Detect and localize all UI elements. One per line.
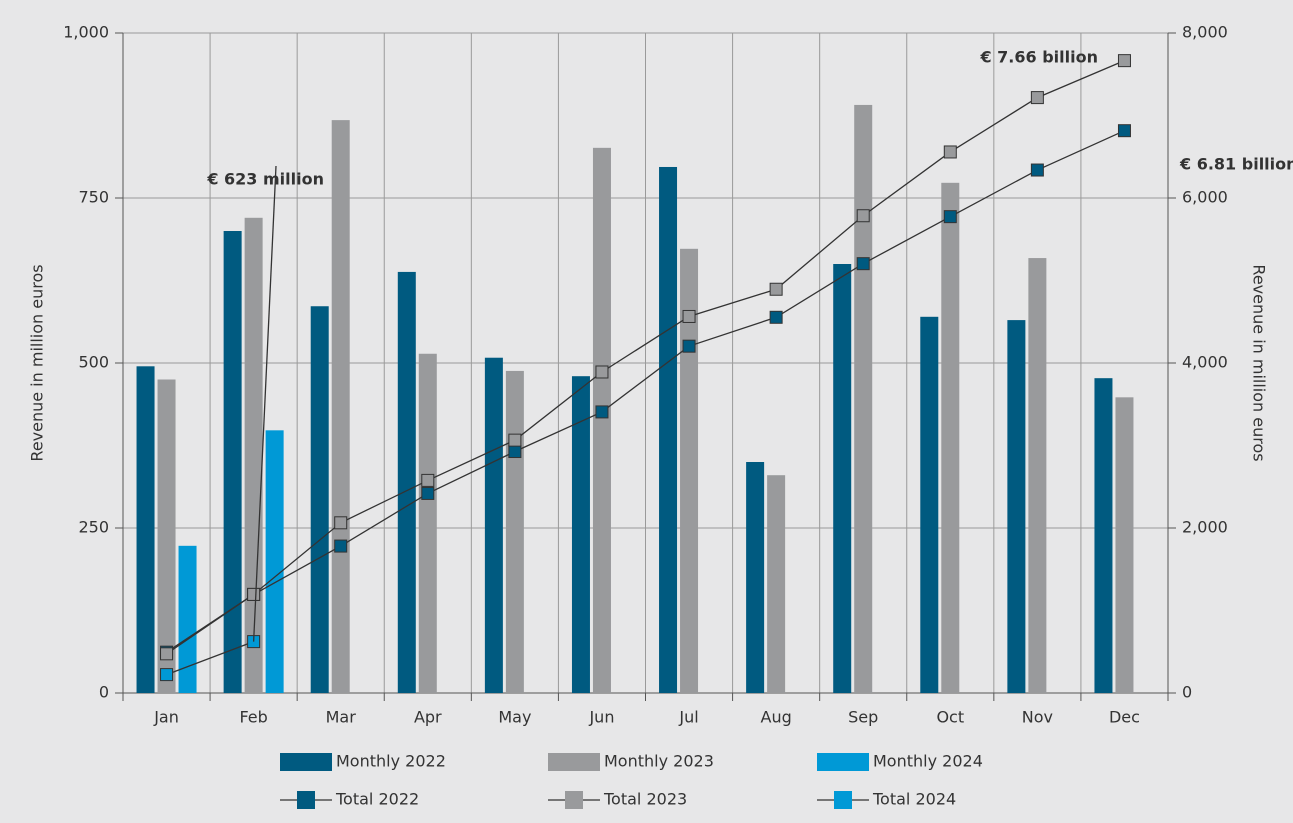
y2-tick-label: 4,000 xyxy=(1182,353,1228,372)
x-tick-label: Jul xyxy=(678,708,698,727)
bar xyxy=(680,248,699,693)
line-marker xyxy=(421,473,435,487)
legend-swatch xyxy=(817,753,869,771)
line-marker xyxy=(334,516,348,530)
x-tick-label: Aug xyxy=(761,708,792,727)
x-tick-label: May xyxy=(498,708,531,727)
bar xyxy=(1007,320,1026,693)
annotation: € 7.66 billion xyxy=(979,48,1098,67)
annotation-leader xyxy=(252,165,277,642)
x-tick-label: Sep xyxy=(848,708,878,727)
bar xyxy=(941,182,960,693)
bar xyxy=(397,271,416,693)
line-marker xyxy=(421,486,435,500)
y-tick-label: 0 xyxy=(99,683,109,702)
legend-marker xyxy=(834,791,852,809)
line-marker xyxy=(943,145,957,159)
y2-tick-label: 8,000 xyxy=(1182,23,1228,42)
y2-tick-label: 6,000 xyxy=(1182,188,1228,207)
line-marker xyxy=(856,257,870,271)
x-tick-label: Dec xyxy=(1109,708,1140,727)
line-marker xyxy=(682,309,696,323)
total-line xyxy=(166,130,1125,653)
y2-axis-label: Revenue in million euros xyxy=(1250,264,1269,461)
bar xyxy=(310,306,329,693)
bar xyxy=(244,217,263,694)
bar xyxy=(767,475,786,693)
y2-tick-label: 2,000 xyxy=(1182,518,1228,537)
bar xyxy=(505,370,524,693)
bar xyxy=(178,545,197,693)
bar xyxy=(854,104,873,693)
bar xyxy=(157,379,176,693)
line-marker xyxy=(508,445,522,459)
y-tick-label: 250 xyxy=(78,518,109,537)
total-line xyxy=(166,640,254,676)
line-marker xyxy=(682,339,696,353)
legend-label: Monthly 2022 xyxy=(336,752,446,771)
bar xyxy=(659,166,678,694)
line-marker xyxy=(943,210,957,224)
y-tick-label: 500 xyxy=(78,353,109,372)
legend-label: Total 2024 xyxy=(872,790,956,809)
x-tick-label: Oct xyxy=(936,708,964,727)
bar xyxy=(920,316,939,693)
x-tick-label: Jan xyxy=(153,708,179,727)
line-marker xyxy=(595,405,609,419)
annotation: € 6.81 billion xyxy=(1179,155,1293,174)
bar xyxy=(223,231,242,693)
bar xyxy=(136,366,155,693)
x-tick-label: Feb xyxy=(239,708,267,727)
legend-marker xyxy=(565,791,583,809)
x-tick-label: Nov xyxy=(1022,708,1053,727)
bar xyxy=(833,264,852,693)
bar xyxy=(571,376,590,693)
legend-swatch xyxy=(548,753,600,771)
line-marker xyxy=(334,539,348,553)
bar xyxy=(1028,258,1047,693)
y-tick-label: 750 xyxy=(78,188,109,207)
line-marker xyxy=(508,433,522,447)
bar xyxy=(1115,397,1134,693)
line-marker xyxy=(160,647,174,661)
line-marker xyxy=(856,209,870,223)
bar xyxy=(484,357,503,693)
legend-label: Total 2023 xyxy=(603,790,687,809)
line-marker xyxy=(595,365,609,379)
y2-tick-label: 0 xyxy=(1182,683,1192,702)
line-marker xyxy=(247,587,261,601)
legend-label: Total 2022 xyxy=(335,790,419,809)
line-marker xyxy=(1030,91,1044,105)
y-axis-label: Revenue in million euros xyxy=(28,264,47,461)
line-marker xyxy=(769,310,783,324)
bar xyxy=(331,120,350,694)
line-marker xyxy=(1117,124,1131,138)
line-marker xyxy=(1117,54,1131,68)
bar xyxy=(418,353,437,693)
legend-label: Monthly 2023 xyxy=(604,752,714,771)
annotation: € 623 million xyxy=(206,170,324,189)
x-tick-label: Jun xyxy=(588,708,614,727)
bar xyxy=(592,147,611,694)
line-marker xyxy=(160,668,174,682)
legend-swatch xyxy=(280,753,332,771)
legend-label: Monthly 2024 xyxy=(873,752,983,771)
legend-marker xyxy=(297,791,315,809)
bar xyxy=(1094,378,1113,693)
x-tick-label: Apr xyxy=(414,708,442,727)
line-marker xyxy=(1030,163,1044,177)
bar xyxy=(265,430,284,693)
x-tick-label: Mar xyxy=(326,708,357,727)
line-marker xyxy=(769,282,783,296)
total-line xyxy=(166,60,1125,655)
bar xyxy=(746,462,765,693)
y-tick-label: 1,000 xyxy=(63,23,109,42)
